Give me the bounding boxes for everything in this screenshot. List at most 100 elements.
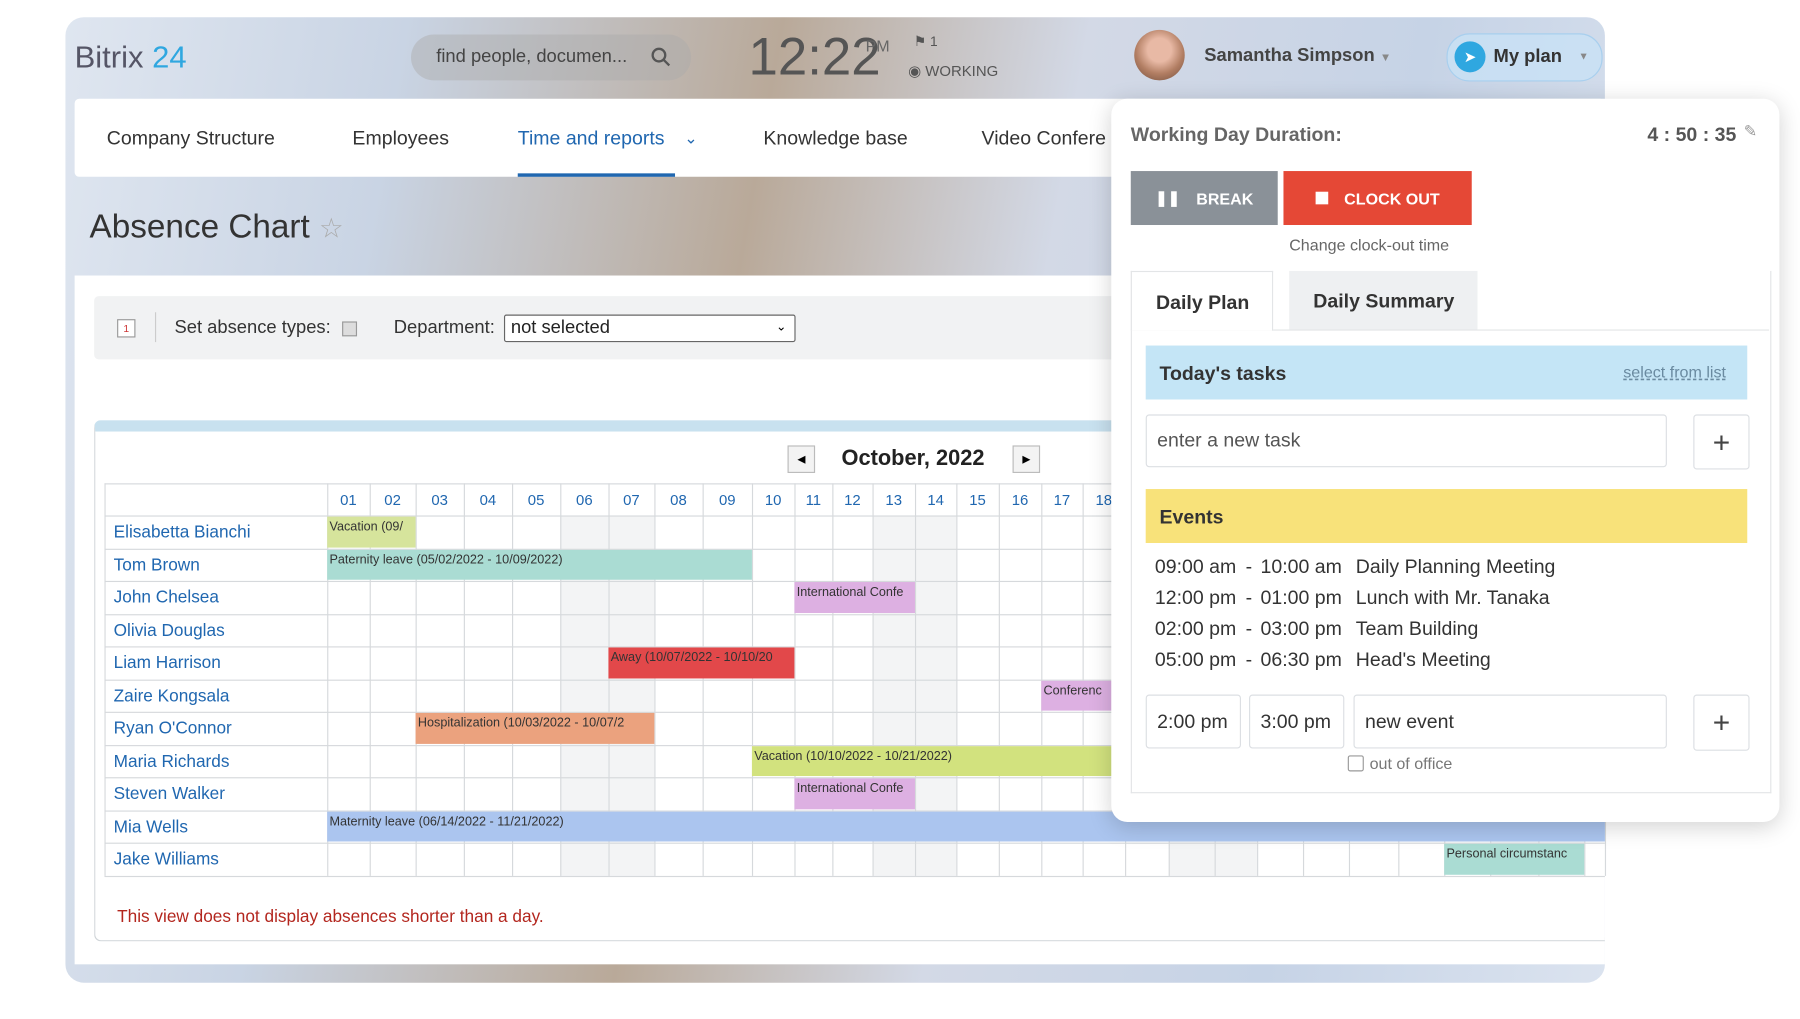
nav-arrow: ⌄ xyxy=(684,128,698,147)
clock-out-button[interactable]: CLOCK OUT xyxy=(1283,171,1472,226)
absence-label: Personal circumstanc xyxy=(1446,847,1568,861)
day-header: 07 xyxy=(623,491,640,509)
avatar[interactable] xyxy=(1134,29,1185,81)
search-icon xyxy=(651,47,671,67)
meridiem: PM xyxy=(865,36,890,56)
grid-line xyxy=(104,515,1605,517)
next-month[interactable]: ▶ xyxy=(1012,445,1041,473)
absence-bar[interactable]: Personal circumstanc xyxy=(1444,843,1585,875)
event-end: 03:00 pm xyxy=(1260,617,1342,640)
user[interactable]: Samantha Simpson ▼ xyxy=(1204,45,1392,66)
absence-bar[interactable]: International Confe xyxy=(794,778,915,809)
absence-bar[interactable]: Vacation (10/10/2022 - 10/21/2022) xyxy=(751,745,1169,777)
out-of-office-label: out of office xyxy=(1369,754,1453,773)
clock: 12:22 xyxy=(748,26,881,87)
absence-label: Away (10/07/2022 - 10/10/20 xyxy=(610,650,773,665)
clock-out-label: CLOCK OUT xyxy=(1344,188,1440,208)
plan-panel: Working Day Duration: 4 : 50 : 35 ✎ ❚❚ BR… xyxy=(1111,98,1780,822)
employee-name[interactable]: Tom Brown xyxy=(113,555,200,575)
tasks-header: Today's tasks select from list xyxy=(1145,345,1748,400)
day-header: 13 xyxy=(885,491,903,509)
search[interactable]: find people, documen... xyxy=(410,34,692,81)
break-button[interactable]: ❚❚ BREAK xyxy=(1130,171,1278,226)
plan-icon: ➤ xyxy=(1454,41,1486,73)
events-title: Events xyxy=(1159,506,1224,529)
event-title[interactable]: Head's Meeting xyxy=(1355,648,1491,671)
calendar-icon[interactable]: 1 xyxy=(117,319,136,338)
nav-item[interactable]: Time and reports xyxy=(517,127,665,150)
event-title[interactable]: Daily Planning Meeting xyxy=(1355,555,1556,578)
grid-line xyxy=(104,809,1605,812)
employee-name[interactable]: Zaire Kongsala xyxy=(113,685,230,706)
day-header: 05 xyxy=(527,491,545,509)
employee-name[interactable]: Elisabetta Bianchi xyxy=(113,522,251,542)
my-plan[interactable]: ➤ My plan ▼ xyxy=(1446,33,1603,82)
event-dash: - xyxy=(1245,586,1253,609)
title-row: Absence Chart ☆ xyxy=(90,209,344,247)
department-value: not selected xyxy=(510,317,610,338)
event-title[interactable]: Team Building xyxy=(1355,617,1479,640)
events-header: Events xyxy=(1145,489,1748,544)
event-title-input[interactable]: new event xyxy=(1353,694,1667,749)
day-header: 03 xyxy=(431,491,448,509)
event-end-input[interactable]: 3:00 pm xyxy=(1249,694,1345,749)
event-start: 09:00 am xyxy=(1154,555,1237,578)
employee-name[interactable]: Maria Richards xyxy=(113,751,230,771)
change-time[interactable]: Change clock-out time xyxy=(1289,235,1450,254)
employee-name[interactable]: Olivia Douglas xyxy=(113,620,225,641)
prev-month[interactable]: ◀ xyxy=(787,445,816,473)
day-header: 17 xyxy=(1053,491,1071,509)
day-header: 09 xyxy=(718,491,736,509)
employee-name[interactable]: Ryan O'Connor xyxy=(113,718,232,739)
event-title[interactable]: Lunch with Mr. Tanaka xyxy=(1355,586,1550,609)
absence-bar[interactable]: Away (10/07/2022 - 10/10/20 xyxy=(608,647,795,678)
grid-line xyxy=(104,711,1605,713)
tab-daily-summary[interactable]: Daily Summary xyxy=(1289,270,1478,330)
employee-name[interactable]: Mia Wells xyxy=(113,816,188,837)
event-dash: - xyxy=(1245,648,1253,671)
status-text: WORKING xyxy=(925,61,999,80)
logo-number: 24 xyxy=(152,40,187,75)
nav-item[interactable]: Video Confere xyxy=(981,127,1106,150)
department-select[interactable]: not selected ⌄ xyxy=(503,314,796,343)
page-title: Absence Chart xyxy=(89,208,310,246)
event-start-input[interactable]: 2:00 pm xyxy=(1145,694,1241,749)
add-event[interactable]: + xyxy=(1693,694,1750,751)
nav-item[interactable]: Employees xyxy=(352,127,449,150)
employee-name[interactable]: Jake Williams xyxy=(113,849,219,870)
edit-icon[interactable]: ✎ xyxy=(1743,121,1758,141)
event-dash: - xyxy=(1245,617,1253,640)
grid-line xyxy=(104,548,1605,550)
grid-line xyxy=(104,875,1605,877)
grid-line xyxy=(104,483,1605,485)
select-from-list[interactable]: select from list xyxy=(1623,362,1726,382)
absence-types-checkbox[interactable] xyxy=(342,321,358,337)
employee-name[interactable]: Steven Walker xyxy=(113,784,225,804)
duration: 4 : 50 : 35 xyxy=(1647,123,1737,146)
employee-name[interactable]: Liam Harrison xyxy=(113,653,221,673)
absence-label: Paternity leave (05/02/2022 - 10/09/2022… xyxy=(329,552,563,567)
absence-bar[interactable]: Paternity leave (05/02/2022 - 10/09/2022… xyxy=(327,549,752,580)
employee-name[interactable]: John Chelsea xyxy=(113,587,219,608)
nav-item[interactable]: Company Structure xyxy=(106,127,275,150)
absence-bar[interactable]: International Confe xyxy=(794,582,915,613)
nav-item[interactable]: Knowledge base xyxy=(763,127,908,150)
flag: ⚑ 1 xyxy=(913,33,938,50)
absence-bar[interactable]: Vacation (09/ xyxy=(327,516,416,548)
star[interactable]: ☆ xyxy=(319,213,344,245)
logo: Bitrix 24 xyxy=(75,40,187,76)
out-of-office-checkbox[interactable] xyxy=(1347,755,1364,772)
day-header: 08 xyxy=(670,491,687,509)
tab-daily-plan[interactable]: Daily Plan xyxy=(1130,270,1274,331)
event-dash: - xyxy=(1245,555,1253,578)
absence-bar[interactable]: Hospitalization (10/03/2022 - 10/07/2 xyxy=(415,712,655,744)
grid-line xyxy=(104,646,1605,648)
tab-label: Daily Summary xyxy=(1313,290,1455,313)
duration-label: Working Day Duration: xyxy=(1130,123,1342,146)
task-input[interactable]: enter a new task xyxy=(1145,414,1667,468)
add-task[interactable]: + xyxy=(1693,414,1750,470)
user-name: Samantha Simpson xyxy=(1204,45,1375,66)
tab-body xyxy=(1130,270,1772,794)
grid-line xyxy=(104,679,1605,681)
